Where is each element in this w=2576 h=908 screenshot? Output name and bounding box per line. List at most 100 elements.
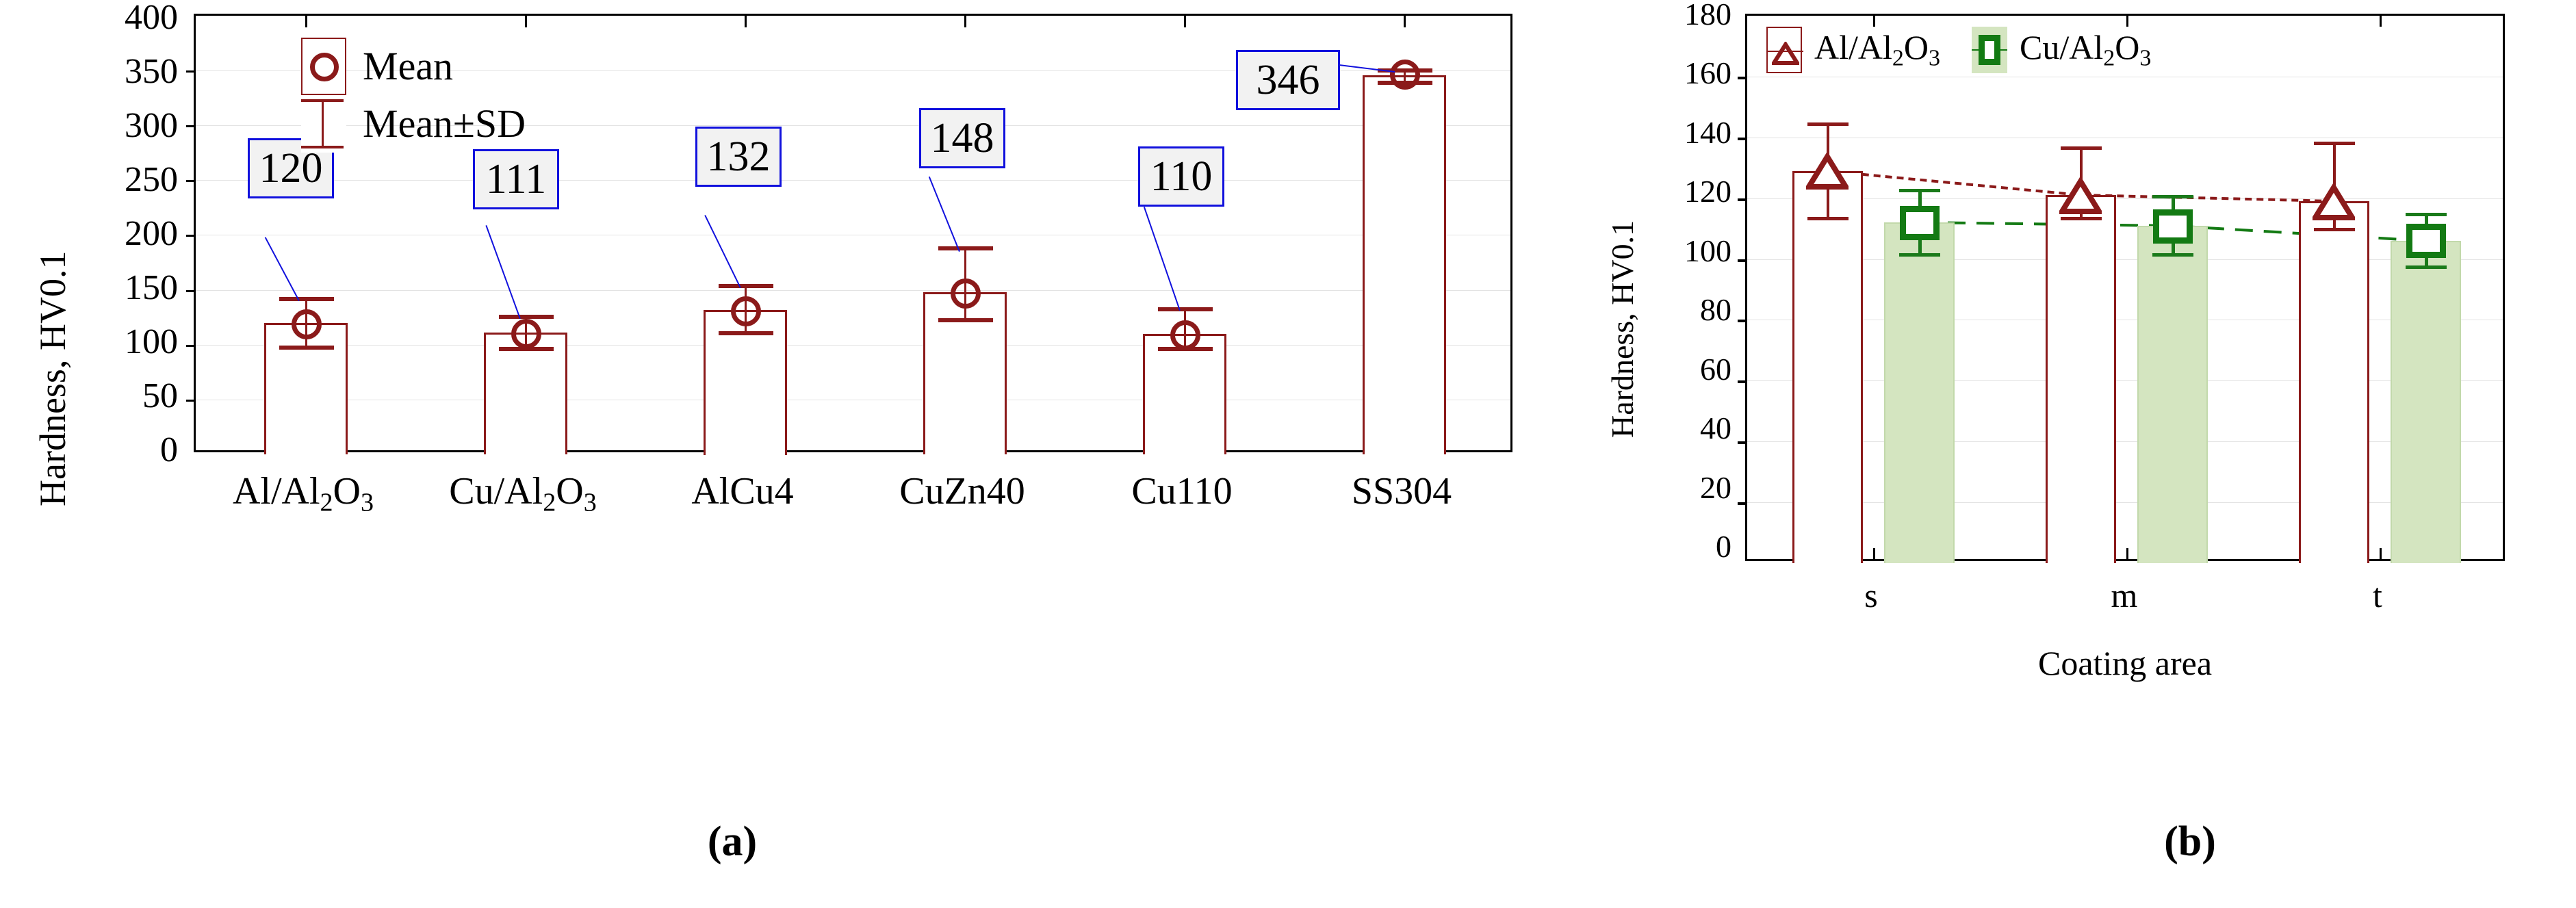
legend-label-mean-sd: Mean±SD: [363, 101, 526, 146]
legend-key-errorbar: [301, 95, 346, 153]
errorbar-cap-bottom: [719, 331, 773, 335]
bar-m-cu-al2o3: [2137, 226, 2208, 563]
y-tickmark: [1738, 320, 1747, 322]
legend-label-al-al2o3: Al/Al2O3: [1814, 27, 1941, 71]
panel-b-y-axis-label: Hardness, HV0.1: [1605, 220, 1640, 438]
errorbar-cap-bottom: [2152, 253, 2193, 257]
errorbar-cap-top: [2314, 142, 2355, 145]
y-tickmark: [1738, 259, 1747, 262]
gridline: [1747, 380, 2503, 381]
x-tickmark: [1184, 16, 1186, 27]
legend-item-mean-sd[interactable]: Mean±SD: [301, 95, 526, 153]
bar-cu-al2o3: [484, 333, 567, 454]
errorbar-cap-bottom: [2061, 217, 2102, 220]
errorbar-cap-bottom: [2314, 228, 2355, 231]
gridline: [196, 70, 1510, 71]
mean-marker-square: [1900, 206, 1940, 240]
panel-b-xtick-s: s: [1864, 576, 1878, 614]
panel-b-ytick-40: 40: [1700, 411, 1731, 445]
callout-label-cuzn40: 148: [919, 108, 1005, 168]
bar-ss304: [1363, 75, 1446, 454]
legend-label-mean: Mean: [363, 44, 454, 88]
y-tickmark: [186, 125, 196, 127]
gridline: [1747, 441, 2503, 442]
mean-marker: [1170, 320, 1200, 350]
panel-a-xtick-al-al2o3: Al/Al2O3: [232, 470, 374, 517]
panel-b: Hardness, HV0.1 180 160 140 120 100 80 6…: [1574, 0, 2576, 908]
errorbar-cap-bottom: [499, 347, 554, 351]
errorbar-cap-bottom: [938, 318, 993, 322]
panel-a-xtick-ss304: SS304: [1351, 470, 1452, 513]
mean-marker-triangle: [2313, 183, 2355, 220]
x-tickmark: [2126, 548, 2128, 559]
gridline: [1747, 502, 2503, 503]
panel-a-ytick-200: 200: [125, 214, 178, 253]
callout-leader-line: [704, 215, 741, 288]
panel-b-xtick-t: t: [2373, 576, 2382, 614]
bar-s-cu-al2o3: [1884, 222, 1955, 563]
x-tickmark: [964, 16, 966, 27]
y-tickmark: [186, 345, 196, 347]
x-tickmark: [2380, 548, 2382, 559]
gridline: [196, 125, 1510, 126]
mean-marker: [731, 296, 761, 326]
errorbar-cap-top: [2061, 146, 2102, 150]
panel-b-ytick-180: 180: [1684, 0, 1731, 31]
y-tickmark: [186, 235, 196, 237]
errorbar-cap-top: [719, 284, 773, 288]
errorbar-cap-bottom: [1899, 253, 1940, 257]
panel-a-xtick-cu110: Cu110: [1131, 470, 1233, 513]
panel-b-ytick-60: 60: [1700, 352, 1731, 387]
gridline: [196, 180, 1510, 181]
callout-label-cu-al2o3: 111: [473, 149, 559, 209]
mean-marker-square: [2153, 209, 2193, 244]
panel-a-ytick-50: 50: [142, 376, 178, 415]
bar-t-cu-al2o3: [2391, 241, 2461, 563]
panel-b-ytick-120: 120: [1684, 174, 1731, 209]
errorbar-cap-top: [938, 246, 993, 250]
panel-a-ytick-300: 300: [125, 106, 178, 145]
mean-marker: [1390, 60, 1420, 90]
y-tickmark: [1738, 138, 1747, 140]
errorbar-cap-top: [2152, 195, 2193, 198]
callout-leader-line: [1143, 207, 1181, 311]
x-tickmark: [745, 16, 747, 27]
gridline: [196, 345, 1510, 346]
legend-item-mean[interactable]: Mean: [301, 38, 526, 95]
y-tickmark: [1738, 502, 1747, 505]
panel-a-y-axis-label: Hardness, HV0.1: [32, 250, 73, 506]
legend-key-cu-al2o3-square: [1972, 27, 2008, 73]
errorbar-cap-top: [499, 315, 554, 319]
errorbar-cap-top: [2406, 213, 2447, 216]
panel-b-x-axis-label: Coating area: [2037, 644, 2213, 682]
panel-b-ytick-100: 100: [1684, 233, 1731, 268]
y-tickmark: [1738, 441, 1747, 444]
bar-al-al2o3: [264, 323, 348, 454]
callout-label-alcu4: 132: [695, 127, 782, 187]
y-tickmark: [186, 70, 196, 73]
mean-marker: [951, 278, 981, 309]
callout-leader-line: [485, 225, 521, 319]
callout-leader-line: [928, 176, 960, 252]
legend-key-mean-circle: [301, 38, 346, 95]
errorbar-cap-top: [279, 297, 334, 301]
x-tickmark: [2380, 16, 2382, 27]
gridline: [196, 290, 1510, 291]
x-tickmark: [1873, 548, 1875, 559]
bar-t-al-al2o3: [2299, 201, 2369, 563]
bar-m-al-al2o3: [2046, 195, 2116, 563]
legend-key-al-al2o3-triangle: [1766, 27, 1803, 73]
gridline: [1747, 259, 2503, 260]
panel-a-ytick-100: 100: [125, 322, 178, 361]
panel-a-xtick-alcu4: AlCu4: [691, 470, 794, 513]
panel-b-ytick-140: 140: [1684, 115, 1731, 150]
y-tickmark: [1738, 198, 1747, 201]
panel-a-ytick-350: 350: [125, 52, 178, 91]
y-tickmark: [186, 180, 196, 182]
callout-label-ss304: 346: [1236, 50, 1340, 110]
mean-marker-triangle: [1806, 153, 1849, 190]
mean-marker: [292, 309, 322, 339]
panel-b-ytick-80: 80: [1700, 292, 1731, 327]
panel-a-ytick-0: 0: [160, 430, 178, 469]
